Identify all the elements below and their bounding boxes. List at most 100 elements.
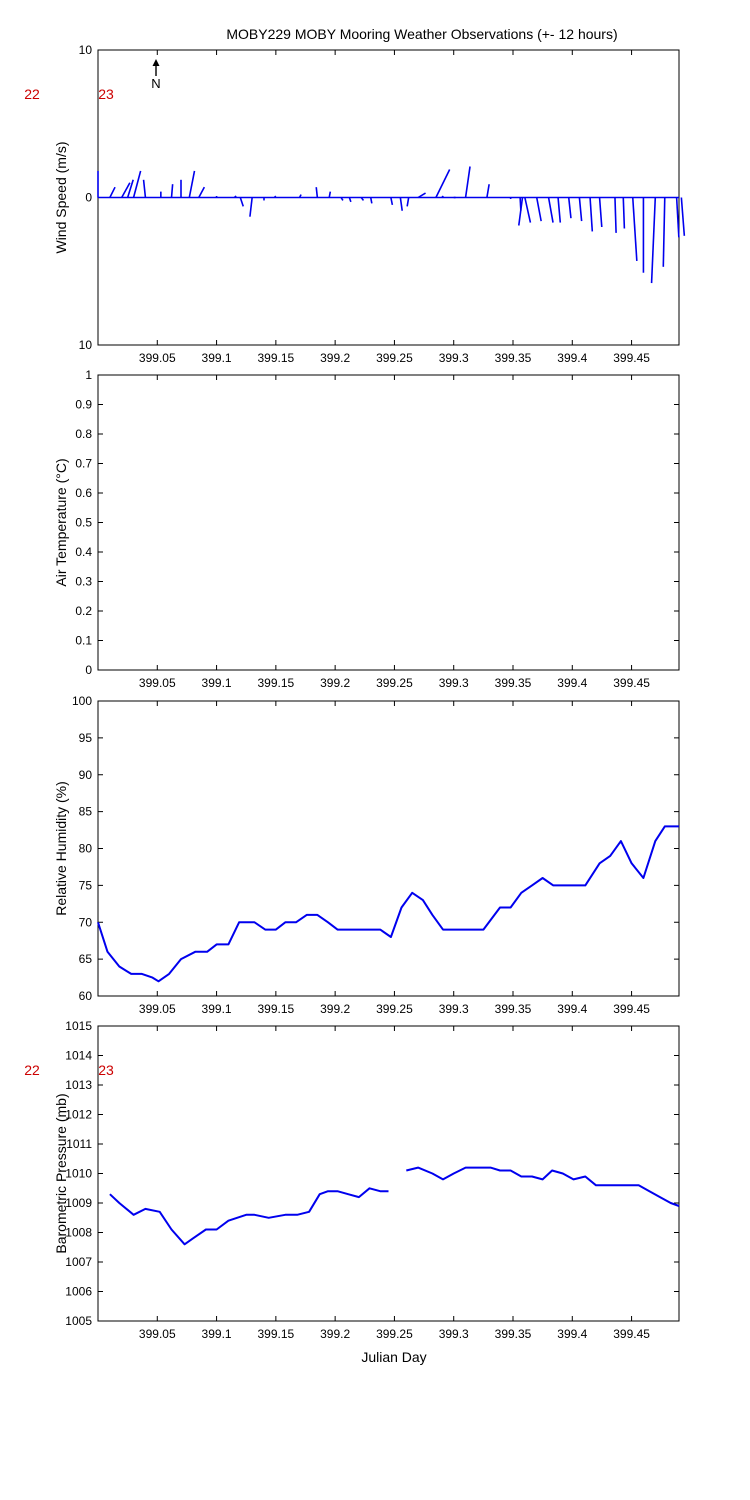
wind-vector (109, 186, 116, 198)
wind-vector (567, 197, 572, 219)
y-tick-label: 0.5 (75, 516, 92, 530)
y-tick-label: 1 (85, 368, 92, 382)
wind-vector (328, 191, 332, 198)
y-tick-label: 1010 (65, 1167, 92, 1181)
x-tick-label: 399.1 (202, 1327, 232, 1341)
x-tick-label: 399.35 (495, 1327, 532, 1341)
x-tick-label: 399.15 (258, 351, 295, 365)
x-tick-label: 399.2 (320, 1002, 350, 1016)
y-tick-label: 1013 (65, 1078, 92, 1092)
y-tick-label: 0.6 (75, 486, 92, 500)
x-tick-label: 399.05 (139, 1327, 176, 1341)
x-tick-label: 399.25 (376, 676, 413, 690)
figure-title: MOBY229 MOBY Mooring Weather Observation… (226, 26, 617, 42)
wind-vector (369, 197, 373, 204)
wind-vector (233, 195, 237, 199)
y-tick-label: 70 (79, 915, 93, 929)
wind-vector (650, 197, 657, 284)
x-tick-label: 399.2 (320, 676, 350, 690)
y-tick-label: 1008 (65, 1226, 92, 1240)
day-marker-label: 22 (24, 86, 40, 102)
wind-vector (121, 182, 131, 198)
wind-vector (274, 195, 277, 198)
x-tick-label: 399.1 (202, 676, 232, 690)
wind-vector (435, 169, 451, 198)
x-tick-label: 399.05 (139, 1002, 176, 1016)
wind-vector (464, 166, 471, 198)
wind-vector (622, 197, 626, 229)
air-temperature-panel: 399.05 399.1 399.15 399.2 399.25 399.3 399.35 3… (53, 368, 680, 690)
x-tick-label: 399.4 (557, 351, 587, 365)
y-tick-label: 0.2 (75, 604, 92, 618)
y-tick-label: 0.3 (75, 575, 92, 589)
y-tick-label: 1015 (65, 1019, 92, 1033)
y-tick-label: 0 (85, 663, 92, 677)
wind-vector (517, 197, 524, 226)
y-tick-label: 1007 (65, 1255, 92, 1269)
y-axis-label: Barometric Pressure (mb) (53, 1093, 69, 1253)
plot-frame (97, 700, 680, 997)
plot-frame (97, 1025, 680, 1322)
wind-vector (360, 197, 365, 201)
x-tick-label: 399.45 (613, 351, 650, 365)
x-tick-label: 399.4 (557, 676, 587, 690)
y-axis-label: Wind Speed (m/s) (53, 141, 69, 253)
x-tick-label: 399.05 (139, 351, 176, 365)
x-tick-label: 399.3 (439, 676, 469, 690)
y-tick-label: 0 (85, 191, 92, 205)
wind-vector (598, 197, 603, 228)
plot-frame (97, 374, 680, 671)
y-tick-label: 1006 (65, 1285, 92, 1299)
y-tick-label: 60 (79, 989, 93, 1003)
y-tick-label: 1005 (65, 1314, 92, 1328)
wind-vector (249, 197, 253, 217)
series-line (109, 1187, 389, 1246)
x-axis-label: Julian Day (361, 1349, 426, 1365)
y-tick-label: 100 (72, 694, 92, 708)
wind-vector (631, 197, 638, 261)
x-tick-label: 399.15 (258, 1002, 295, 1016)
day-marker-label: 23 (98, 86, 114, 102)
x-tick-label: 399.2 (320, 351, 350, 365)
wind-vector (198, 186, 206, 198)
y-tick-label: 10 (79, 338, 93, 352)
x-tick-label: 399.2 (320, 1327, 350, 1341)
wind-vector (406, 197, 410, 207)
wind-vector (348, 197, 352, 203)
y-tick-label: 0.1 (75, 634, 92, 648)
y-tick-label: 1012 (65, 1108, 92, 1122)
y-tick-label: 80 (79, 842, 93, 856)
x-tick-label: 399.45 (613, 676, 650, 690)
wind-vector (557, 197, 562, 223)
day-marker-label: 22 (24, 1062, 40, 1078)
x-tick-label: 399.25 (376, 1002, 413, 1016)
y-tick-label: 10 (79, 43, 93, 57)
x-tick-label: 399.05 (139, 676, 176, 690)
day-marker-label: 23 (98, 1062, 114, 1078)
y-tick-label: 90 (79, 768, 93, 782)
x-tick-label: 399.4 (557, 1327, 587, 1341)
wind-vector (132, 170, 142, 198)
wind-vector (315, 187, 319, 198)
wind-vector (170, 184, 174, 198)
y-tick-label: 95 (79, 731, 93, 745)
wind-vector (614, 197, 617, 233)
wind-vector (340, 197, 344, 201)
wind-speed-panel: 399.05 399.1 399.15 399.2 399.25 399.3 399.35 3… (24, 43, 686, 365)
y-axis-label: Air Temperature (°C) (53, 458, 69, 586)
north-label: N (151, 76, 160, 91)
wind-vector (126, 179, 134, 198)
series-line (406, 1166, 680, 1207)
wind-vector (441, 195, 444, 199)
wind-vector (535, 197, 542, 222)
x-tick-label: 399.35 (495, 676, 532, 690)
wind-vector (680, 197, 686, 236)
x-tick-label: 399.45 (613, 1002, 650, 1016)
x-tick-label: 399.25 (376, 1327, 413, 1341)
wind-vector (662, 197, 666, 267)
relative-humidity-panel: 399.05 399.1 399.15 399.2 399.25 399.3 399.35 3… (53, 694, 680, 1016)
x-tick-label: 399.35 (495, 1002, 532, 1016)
x-tick-label: 399.15 (258, 676, 295, 690)
wind-vector (188, 170, 196, 198)
series-line (97, 825, 679, 983)
